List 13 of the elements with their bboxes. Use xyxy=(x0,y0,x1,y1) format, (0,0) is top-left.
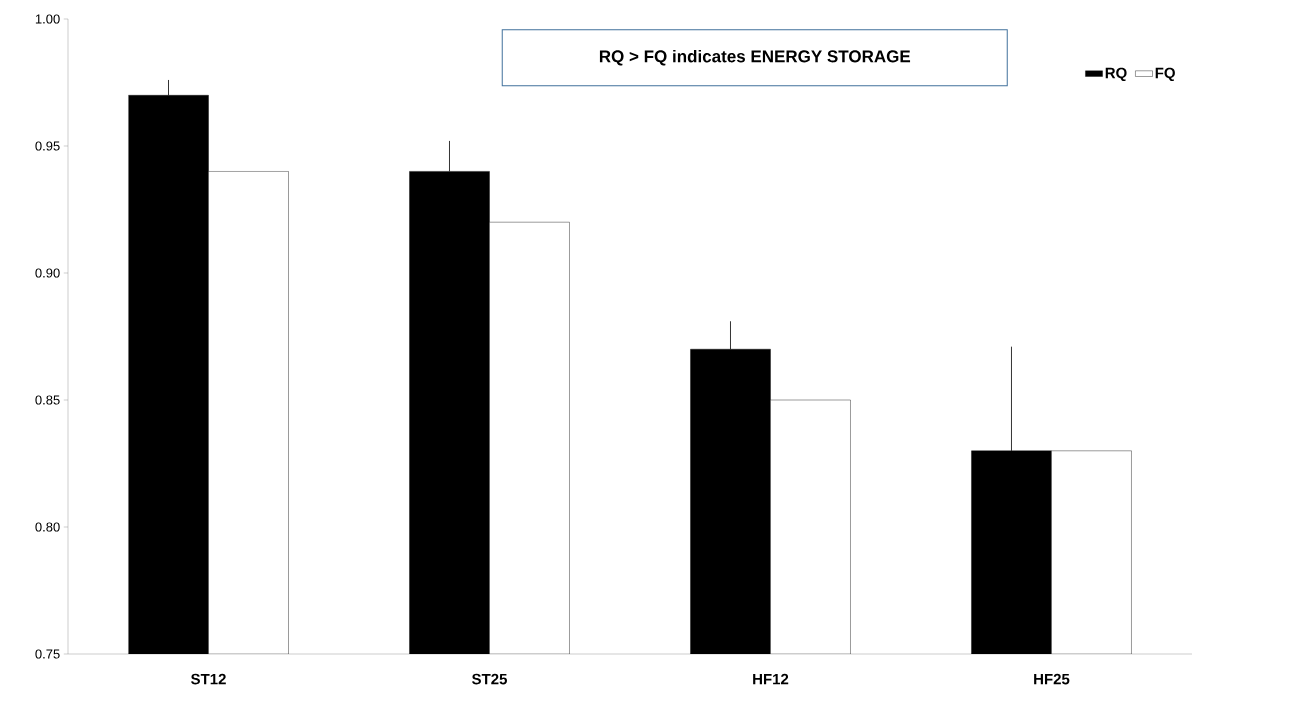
y-tick-label: 0.85 xyxy=(35,395,60,405)
x-tick-label: ST12 xyxy=(191,673,226,685)
legend-label: FQ xyxy=(1155,67,1175,82)
y-tick-label: 0.80 xyxy=(35,522,60,532)
x-tick-label: ST25 xyxy=(472,673,507,685)
y-tick-label: 1.00 xyxy=(35,14,60,24)
y-tick-label: 0.75 xyxy=(35,649,60,659)
x-tick-label: HF12 xyxy=(753,673,789,685)
y-tick-label: 0.95 xyxy=(35,141,60,151)
legend-label: RQ xyxy=(1105,67,1127,82)
y-tick-label: 0.90 xyxy=(35,268,60,278)
x-tick-label: HF25 xyxy=(1034,673,1070,685)
text: RQ > FQ indicates ENERGY STORAGE xyxy=(599,49,911,66)
